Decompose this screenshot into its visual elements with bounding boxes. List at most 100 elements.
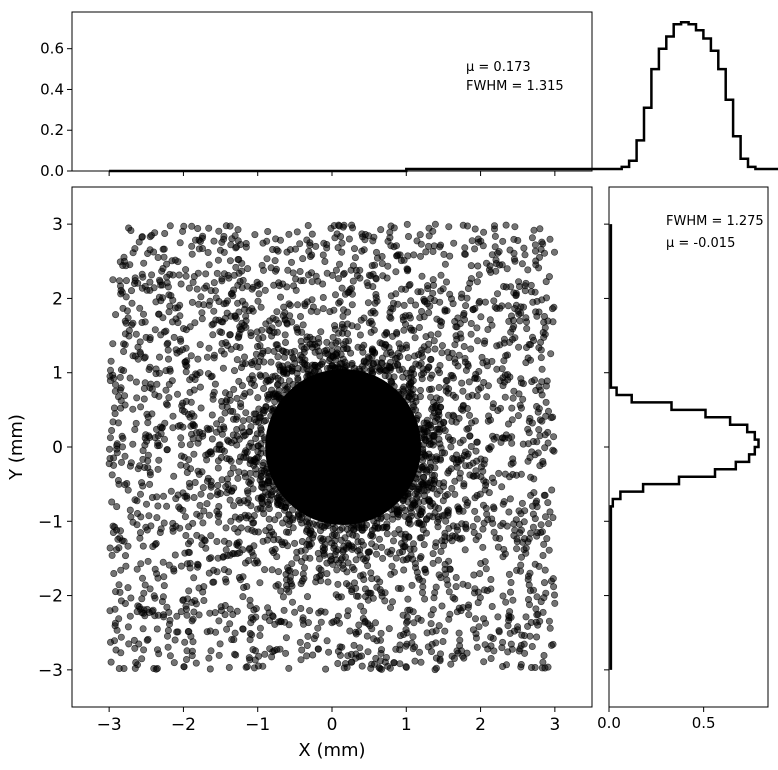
scatter-point (133, 394, 141, 402)
scatter-point (501, 550, 509, 558)
scatter-point (401, 512, 409, 520)
scatter-point (217, 603, 225, 611)
scatter-point (474, 337, 482, 345)
scatter-point (189, 638, 197, 646)
scatter-point (434, 518, 442, 526)
scatter-point (528, 642, 536, 650)
scatter-point (196, 428, 204, 436)
main-y-ticks: −3 −2 −1 0 1 2 3 (38, 215, 72, 681)
scatter-point (531, 241, 539, 249)
scatter-point (357, 537, 365, 545)
scatter-point (334, 580, 342, 588)
scatter-point (300, 564, 308, 572)
scatter-point (164, 626, 172, 634)
scatter-point (527, 663, 535, 671)
scatter-point (519, 395, 527, 403)
scatter-point (122, 562, 130, 570)
scatter-point (259, 537, 267, 545)
scatter-point (179, 423, 187, 431)
scatter-point (508, 416, 516, 424)
scatter-point (465, 411, 473, 419)
scatter-point (317, 328, 325, 336)
scatter-point (526, 414, 534, 422)
scatter-point (487, 642, 495, 650)
scatter-point (455, 505, 463, 513)
scatter-point (304, 632, 312, 640)
scatter-point (180, 325, 188, 333)
scatter-point (259, 239, 267, 247)
scatter-point (121, 599, 129, 607)
scatter-point (262, 320, 270, 328)
scatter-point (361, 617, 369, 625)
scatter-point (542, 398, 550, 406)
top-histogram-line (109, 20, 778, 173)
scatter-point (296, 638, 304, 646)
scatter-point (340, 269, 348, 277)
scatter-point (542, 382, 550, 390)
scatter-point (337, 536, 345, 544)
scatter-point (141, 581, 149, 589)
scatter-point (215, 316, 223, 324)
scatter-point (330, 222, 338, 230)
scatter-point (492, 534, 500, 542)
scatter-point (250, 606, 258, 614)
scatter-point (338, 524, 346, 532)
scatter-point (139, 574, 147, 582)
scatter-point (274, 581, 282, 589)
scatter-point (343, 568, 351, 576)
scatter-point (239, 546, 247, 554)
scatter-point (352, 556, 360, 564)
scatter-point (170, 659, 178, 667)
scatter-point (230, 636, 238, 644)
scatter-point (268, 566, 276, 574)
scatter-point (116, 386, 124, 394)
scatter-point (541, 330, 549, 338)
scatter-point (355, 621, 363, 629)
x-tick-label: −2 (171, 715, 196, 735)
scatter-point (138, 479, 146, 487)
scatter-point (303, 593, 311, 601)
scatter-point (372, 290, 380, 298)
scatter-point (548, 486, 556, 494)
scatter-point (427, 355, 435, 363)
scatter-point (343, 330, 351, 338)
scatter-point (186, 323, 194, 331)
scatter-point (124, 542, 132, 550)
scatter-point (527, 288, 535, 296)
scatter-point (326, 308, 334, 316)
scatter-point (382, 653, 390, 661)
scatter-point (183, 655, 191, 663)
scatter-point (375, 535, 383, 543)
scatter-point (282, 528, 290, 536)
scatter-point (146, 471, 154, 479)
scatter-point (425, 450, 433, 458)
scatter-point (495, 469, 503, 477)
scatter-point (464, 499, 472, 507)
scatter-point (431, 345, 439, 353)
scatter-point (275, 361, 283, 369)
scatter-point (455, 604, 463, 612)
scatter-point (169, 271, 177, 279)
scatter-point (243, 663, 251, 671)
scatter-point (254, 342, 262, 350)
scatter-point (333, 566, 341, 574)
scatter-point (117, 286, 125, 294)
scatter-point (529, 437, 537, 445)
scatter-point (285, 230, 293, 238)
scatter-point (155, 293, 163, 301)
scatter-point (515, 343, 523, 351)
scatter-point (255, 652, 263, 660)
top-annotation-fwhm: FWHM = 1.315 (466, 79, 564, 94)
right-y-ticks (604, 223, 609, 671)
scatter-point (160, 573, 168, 581)
scatter-point (450, 239, 458, 247)
scatter-point (213, 269, 221, 277)
scatter-point (470, 571, 478, 579)
scatter-point (445, 557, 453, 565)
scatter-point (216, 246, 224, 254)
scatter-point (181, 513, 189, 521)
scatter-point (452, 583, 460, 591)
scatter-point (233, 539, 241, 547)
scatter-point (364, 648, 372, 656)
